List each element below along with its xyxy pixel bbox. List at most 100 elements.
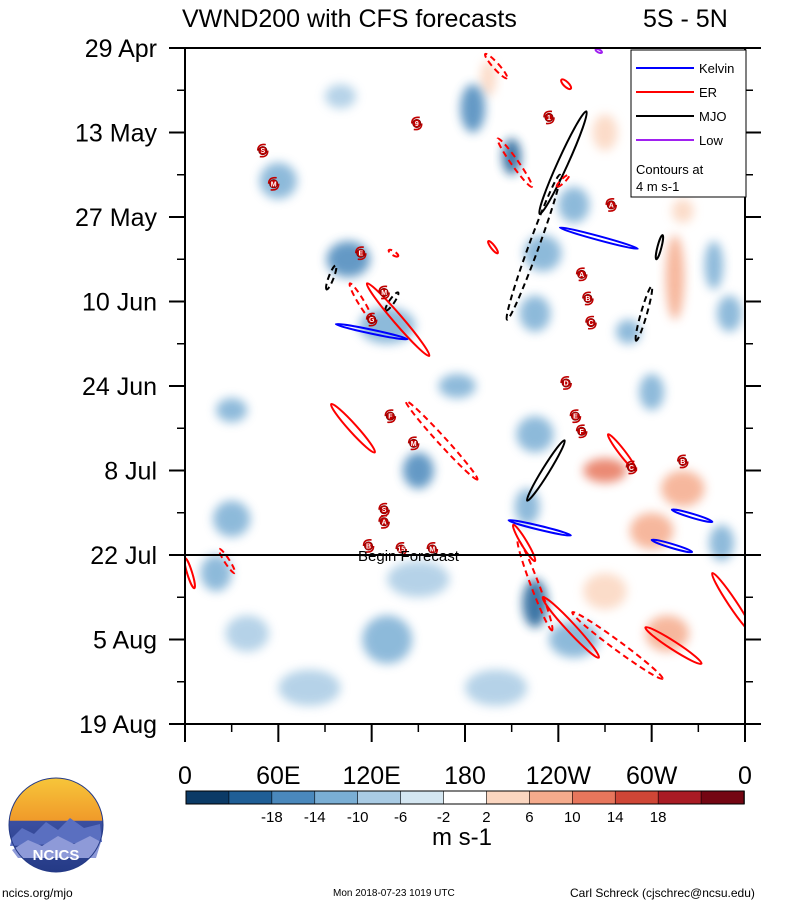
storm-arm: [578, 274, 588, 282]
anomaly-patch: [522, 579, 548, 628]
storm-label: D: [564, 380, 569, 387]
wave-contour-er: [365, 282, 431, 357]
anomaly-patch: [549, 621, 599, 658]
legend-label-mjo: MJO: [699, 109, 726, 124]
storm-marker: M: [378, 285, 390, 300]
anomaly-patch: [657, 669, 708, 706]
wave-contour-er: [560, 78, 573, 91]
colorbar-tick-label: 2: [482, 809, 490, 826]
storm-arm: [560, 376, 570, 384]
wave-contour-mjo: [325, 264, 338, 291]
storm-marker: 1: [543, 110, 555, 125]
storm-arm: [608, 204, 618, 212]
colorbar-swatch: [400, 790, 445, 805]
storm-label: M: [381, 290, 387, 297]
anomaly-patch: [583, 458, 627, 483]
anomaly-patch: [645, 615, 689, 652]
x-tick-label: 60E: [256, 762, 300, 790]
x-tick-label: 0: [178, 762, 192, 790]
wave-contour-er: [711, 572, 745, 635]
storm-label: S: [260, 148, 265, 155]
anomaly-patch: [502, 138, 521, 175]
wave-contour-kelvin: [507, 519, 572, 537]
storm-marker: F: [575, 424, 588, 439]
storm-marker: B: [362, 539, 375, 553]
storm-arm: [381, 292, 390, 300]
storm-label: B: [680, 459, 685, 466]
storm-marker: C: [625, 460, 638, 475]
x-tick-label: 120W: [526, 762, 592, 790]
wave-contour-er: [487, 240, 499, 255]
storm-arm: [578, 431, 588, 439]
storm-icon: [577, 269, 587, 279]
storm-arm: [676, 454, 686, 462]
colorbar-swatch: [357, 790, 402, 805]
anomaly-patch: [615, 319, 641, 344]
y-tick-label: 27 May: [75, 204, 157, 232]
storm-label: A: [579, 272, 584, 279]
storm-arm: [384, 409, 394, 417]
colorbar-tick-label: -2: [437, 809, 450, 826]
storm-marker: A: [605, 198, 618, 212]
storm-arm: [679, 461, 689, 469]
anomaly-patch: [217, 120, 246, 145]
colorbar-swatch: [529, 790, 574, 805]
colorbar-tick-label: 6: [525, 809, 533, 826]
anomaly-patch: [213, 500, 251, 537]
storm-icon: [570, 411, 580, 421]
colorbar-swatch: [486, 790, 531, 805]
storm-arm: [365, 545, 375, 553]
storm-label: E: [358, 251, 363, 258]
storm-arm: [584, 298, 594, 306]
x-tick-label: 60W: [626, 762, 678, 790]
y-tick-label: 19 Aug: [79, 711, 157, 739]
x-tick-label: 120E: [342, 762, 400, 790]
storm-icon: [586, 318, 596, 328]
footer-website: ncics.org/mjo: [2, 886, 73, 900]
storm-marker: 9: [410, 116, 423, 131]
colorbar-swatch: [700, 790, 745, 805]
storm-arm: [362, 539, 372, 546]
storm-label: B: [366, 543, 371, 550]
colorbar-frame: [185, 790, 745, 805]
storm-icon: [678, 456, 688, 466]
axes: 29 Apr 13 May 27 May 10 Jun 24 Jun 8 Jul 22 Ju…: [75, 35, 761, 790]
wave-contour-low: [594, 48, 603, 55]
storm-arm: [575, 267, 585, 275]
storm-icon: [626, 462, 636, 472]
anomaly-patch: [629, 512, 674, 549]
colorbar-swatch: [572, 790, 617, 805]
storm-arm: [270, 183, 280, 191]
storm-arm: [413, 123, 423, 131]
storm-icon: [269, 179, 279, 189]
storm-marker: C: [585, 315, 597, 330]
storm-arm: [259, 150, 269, 158]
storm-icon: [379, 517, 389, 527]
y-tick-label: 22 Jul: [90, 542, 157, 570]
wave-contour-mjo: [525, 439, 566, 502]
storm-icon: [577, 426, 587, 436]
wave-contour-er: [555, 173, 571, 188]
storm-marker: B: [582, 291, 594, 306]
storm-arm: [387, 416, 397, 424]
storm-arm: [587, 322, 597, 330]
storm-marker: M: [407, 436, 420, 451]
colorbar-swatch: [185, 790, 230, 805]
colorbar-swatch: [228, 790, 273, 805]
anomaly-patch: [676, 573, 721, 610]
colorbar-tick-label: -10: [347, 809, 369, 826]
anomaly-patch: [200, 555, 232, 592]
anomaly-patch: [465, 669, 528, 706]
storm-marker: S: [256, 143, 269, 158]
storm-icon: [385, 411, 395, 421]
anomaly-patch: [519, 295, 551, 332]
storm-arm: [365, 312, 375, 320]
wave-contour-kelvin: [650, 538, 694, 554]
wave-contour-er: [541, 596, 600, 659]
colorbar-units: m s-1: [432, 824, 492, 851]
y-tick-label: 5 Aug: [93, 627, 157, 655]
chart-title: VWND200 with CFS forecasts: [182, 5, 517, 33]
y-tick-label: 8 Jul: [104, 458, 157, 486]
storm-icon: [379, 505, 389, 515]
